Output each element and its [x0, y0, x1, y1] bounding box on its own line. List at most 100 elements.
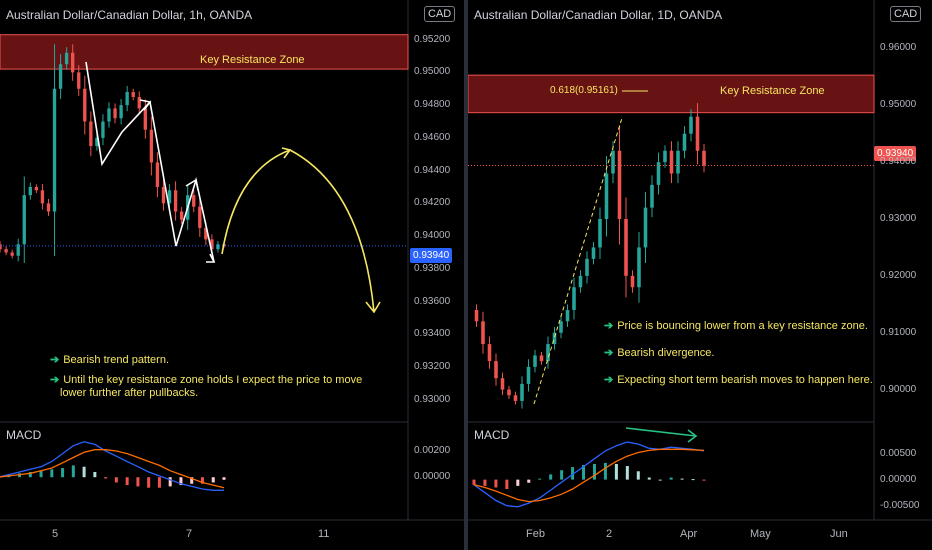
macd-histogram-bar	[625, 466, 629, 480]
candle-body	[58, 64, 63, 89]
arrow-right-icon: ➔	[50, 374, 60, 386]
arrowhead	[687, 429, 698, 443]
candle-body	[507, 389, 511, 396]
candle-body	[656, 162, 661, 185]
x-tick-label: 2	[606, 528, 613, 540]
panel-divider	[464, 0, 468, 550]
macd-histogram-bar	[472, 479, 476, 485]
left-chart-svg[interactable]	[0, 0, 464, 550]
candle-body	[637, 247, 641, 288]
candle-body	[137, 96, 141, 109]
x-tick-label: May	[750, 528, 771, 540]
macd-histogram-bar	[147, 477, 151, 488]
macd-histogram-bar	[50, 469, 54, 478]
signal-line	[0, 449, 225, 489]
candle-body	[650, 184, 654, 208]
macd-line	[0, 441, 224, 491]
note-1: ➔ Bearish trend pattern.	[50, 354, 170, 366]
note-3: lower further after pullbacks.	[60, 387, 199, 399]
macd-histogram-bar	[603, 462, 607, 480]
candle-body	[0, 244, 2, 250]
candle-body	[131, 92, 135, 97]
x-tick-label: Feb	[526, 528, 545, 540]
macd-histogram-bar	[168, 477, 172, 487]
macd-histogram-bar	[125, 477, 129, 486]
note-1: ➔ Price is bouncing lower from a key resi…	[604, 320, 868, 332]
macd-histogram-bar	[538, 478, 542, 480]
x-tick-label: Jun	[830, 528, 848, 540]
note-2: ➔ Bearish divergence.	[604, 347, 715, 359]
macd-histogram-bar	[647, 477, 651, 480]
candle-body	[611, 150, 615, 174]
y-tick-label: 0.96000	[880, 42, 917, 54]
candle-body	[107, 108, 111, 122]
macd-histogram-bar	[549, 474, 553, 480]
y-tick-label: 0.91000	[880, 326, 917, 338]
arrowhead	[365, 301, 381, 314]
macd-histogram-bar	[505, 479, 509, 490]
candle-body	[552, 332, 557, 345]
macd-histogram-bar	[636, 471, 640, 480]
candle-body	[481, 321, 485, 345]
x-tick-label: Apr	[680, 528, 698, 540]
fib-trend-line	[533, 117, 623, 405]
candle-body	[22, 195, 26, 245]
candle-body	[695, 116, 700, 151]
arrow-right-icon: ➔	[604, 320, 614, 332]
candle-body	[204, 227, 208, 240]
arrow-right-icon: ➔	[604, 347, 614, 359]
arrow-right-icon: ➔	[604, 374, 614, 386]
projection-arc-down	[289, 149, 375, 313]
candle-body	[173, 190, 178, 212]
candle-body	[40, 190, 45, 204]
macd-histogram-bar	[614, 463, 618, 480]
arrowhead	[206, 253, 216, 263]
currency-button[interactable]: CAD	[424, 6, 456, 22]
right-chart-svg[interactable]	[468, 0, 932, 550]
candle-body	[546, 344, 550, 362]
x-tick-label: 11	[318, 528, 330, 540]
candle-body	[161, 186, 166, 204]
current-price-tag: 0.93940	[874, 146, 917, 161]
projection-arc-up	[221, 149, 291, 255]
y-tick-label: 0.92000	[880, 269, 917, 281]
macd-histogram-bar	[211, 477, 215, 483]
candle-body	[474, 309, 479, 322]
candle-body	[565, 309, 570, 322]
candle-body	[663, 150, 667, 163]
macd-histogram-bar	[527, 479, 531, 483]
macd-histogram-bar	[222, 477, 226, 480]
candle-body	[10, 252, 14, 256]
y-tick-label: 0.95200	[414, 33, 451, 45]
candle-body	[198, 206, 202, 228]
candle-body	[52, 88, 57, 212]
right-chart-panel[interactable]: Australian Dollar/Canadian Dollar, 1D, O…	[468, 0, 932, 550]
divergence-arrow	[625, 427, 697, 437]
currency-button[interactable]: CAD	[890, 6, 922, 22]
current-price-tag: 0.93940	[410, 248, 453, 263]
macd-histogram-bar	[571, 467, 575, 480]
macd-histogram-bar	[114, 477, 118, 483]
left-chart-panel[interactable]: Australian Dollar/Canadian Dollar, 1h, O…	[0, 0, 464, 550]
chart-title: Australian Dollar/Canadian Dollar, 1h, O…	[6, 8, 253, 22]
candle-body	[520, 383, 524, 401]
macd-tick-label: 0.00500	[880, 447, 917, 459]
chart-title: Australian Dollar/Canadian Dollar, 1D, O…	[474, 8, 723, 22]
macd-histogram-bar	[200, 477, 204, 484]
candle-body	[125, 92, 129, 106]
candle-body	[591, 247, 596, 259]
candle-body	[533, 355, 537, 367]
y-tick-label: 0.94000	[414, 230, 451, 242]
macd-line	[473, 441, 705, 508]
candle-body	[64, 52, 69, 65]
macd-histogram-bar	[494, 479, 498, 488]
x-tick-label: 5	[52, 528, 59, 540]
candle-body	[119, 105, 123, 119]
macd-histogram-bar	[680, 478, 684, 480]
note-3: ➔ Expecting short term bearish moves to h…	[604, 374, 873, 386]
candle-body	[487, 344, 492, 362]
macd-histogram-bar	[190, 477, 194, 484]
candle-body	[559, 321, 563, 333]
candle-body	[578, 275, 583, 288]
macd-histogram-bar	[702, 479, 706, 481]
